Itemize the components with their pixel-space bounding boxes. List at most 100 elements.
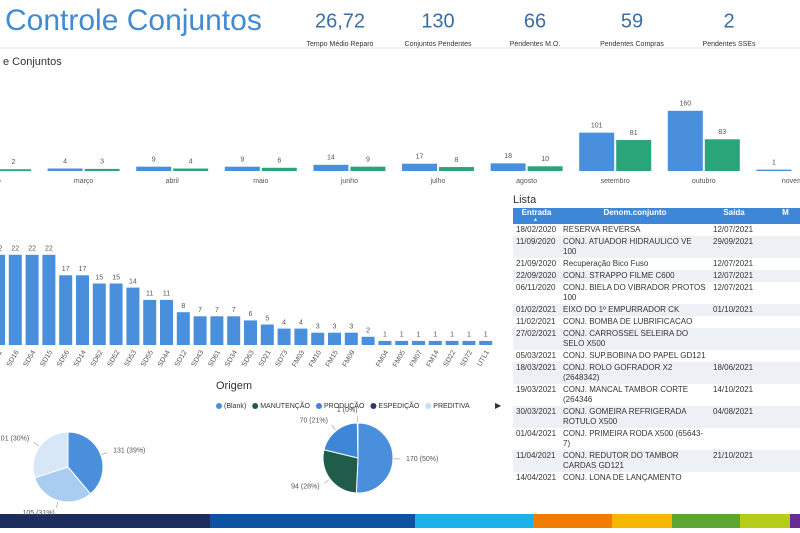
bar [412,340,425,345]
bar [0,254,5,345]
table-row: 19/03/2021 CONJ. MANCAL TAMBOR CORTE (264… [513,384,800,406]
data-label: 6 [249,311,253,318]
legend-label: PRODUÇÃO [324,401,365,410]
kpi-label: Tempo Médio Reparo [307,41,374,48]
table-cell: CONJ. SUP.BOBINA DO PAPEL GD121 [563,351,706,360]
bar [224,166,260,171]
table-cell: 01/04/2021 [516,429,557,438]
table-cell [710,472,758,484]
x-tick-label: SD12 [174,349,189,368]
table-cell: CONJ. ATUADOR HIDRAULICO VE 100 [560,236,710,258]
table-cell: CONJ. ROLO GOFRADOR X2 (2648342) [560,362,710,384]
bar [462,340,476,345]
table-cell [710,316,758,328]
data-label: 11 [163,291,170,298]
data-label: 2 [12,159,16,166]
legend-scroll[interactable]: ▶ [495,401,502,410]
data-label: 17 [416,154,424,161]
x-tick-label: 1 [0,349,4,356]
kpi-value: 26,72 [315,10,365,32]
bar [361,336,375,345]
x-tick-label: SD62 [90,349,105,368]
bar [527,166,563,171]
legend-label: MANUTENÇÃO [260,401,310,410]
bar [328,332,341,345]
bar [445,340,459,345]
data-label: 8 [181,303,185,310]
table-cell: EIXO DO 1º EMPURRADOR CK [560,304,710,316]
legend-label: ESPEDIÇÃO [378,401,419,410]
table-cell [710,328,758,350]
x-tick-label: FM14 [426,349,441,368]
data-label: 17 [79,266,87,273]
data-label: 17 [62,266,70,273]
table-cell [758,362,800,384]
data-label: 70 (21%) [300,417,328,424]
x-tick-label: agosto [516,178,537,185]
data-label: 1 [383,332,387,339]
data-label: 131 (39%) [113,447,145,454]
table-cell: 14/10/2021 [713,385,754,394]
table-row: 27/02/2021 CONJ. CARROSSEL SELEIRA DO SEL… [513,328,800,350]
x-tick-label: FM15 [325,349,340,368]
table-row: 11/04/2021 CONJ. REDUTOR DO TAMBOR CARDAS… [513,450,800,472]
table-cell: 19/03/2021 [516,385,557,394]
bar [176,312,190,345]
table-cell [758,350,800,362]
data-label: 7 [198,307,202,314]
table-cell: CONJ. GOMEIRA REFRIGERADA ROTULO X500 [560,406,710,428]
table-cell [758,472,800,484]
table: Entrada ▲ Denom.conjunto Saída M 18/02/2020 RE… [513,208,800,498]
table-row: 06/11/2020 CONJ. BIELA DO VIBRADOR PROTOS… [513,282,800,304]
data-label: 22 [45,246,53,253]
leader-line [324,479,330,484]
table-cell [758,428,800,450]
table-cell: RESERVA REVERSA [563,225,641,234]
bar [344,332,358,345]
data-label: 7 [232,307,236,314]
table-cell: 14/04/2021 [516,473,557,482]
table-cell: 29/09/2021 [710,236,758,258]
data-label: 22 [11,246,19,253]
x-tick-label: junho [340,178,358,185]
data-label: 4 [189,158,193,165]
bar [8,254,22,345]
table-cell: CONJ. MANCAL TAMBOR CORTE (264346 [563,385,689,404]
data-label: 9 [240,157,244,164]
bar [395,340,409,345]
table-cell [758,258,800,270]
x-tick-label: SD56 [56,349,71,368]
data-label: 3 [333,324,337,331]
table-cell [758,450,800,472]
table-title: Lista [513,194,537,206]
legend-marker [315,403,322,409]
bar [126,287,140,345]
bar [0,169,31,171]
data-label: 5 [265,315,269,322]
pie-slice [34,466,92,503]
table-cell: Recuperação Bico Fuso [563,259,649,268]
data-label: 4 [299,319,303,326]
bar [76,275,89,345]
x-tick-label: SD22 [443,349,458,368]
kpi-value: 2 [723,10,734,32]
table-cell: 12/07/2021 [713,283,754,292]
column-header: Entrada ▲ [513,208,560,224]
x-tick-label: UTL1 [476,349,491,367]
table-cell: 21/10/2021 [710,450,758,472]
table-cell [758,224,800,236]
bar [109,283,123,345]
data-label: 15 [95,274,103,281]
data-label: 81 [630,130,638,137]
table-cell: CONJ. REDUTOR DO TAMBOR CARDAS GD121 [560,450,710,472]
leader-line [101,452,108,455]
x-tick-label: abril [166,178,180,185]
data-label: 1 [772,159,776,166]
table-cell: CONJ. LONA DE LANÇAMENTO [563,473,682,482]
data-label: 3 [349,324,353,331]
page-title: Controle Conjuntos [5,4,262,37]
table-cell [758,316,800,328]
kpi-value: 59 [621,10,643,32]
bar [160,299,173,345]
data-label: 3 [100,159,104,166]
